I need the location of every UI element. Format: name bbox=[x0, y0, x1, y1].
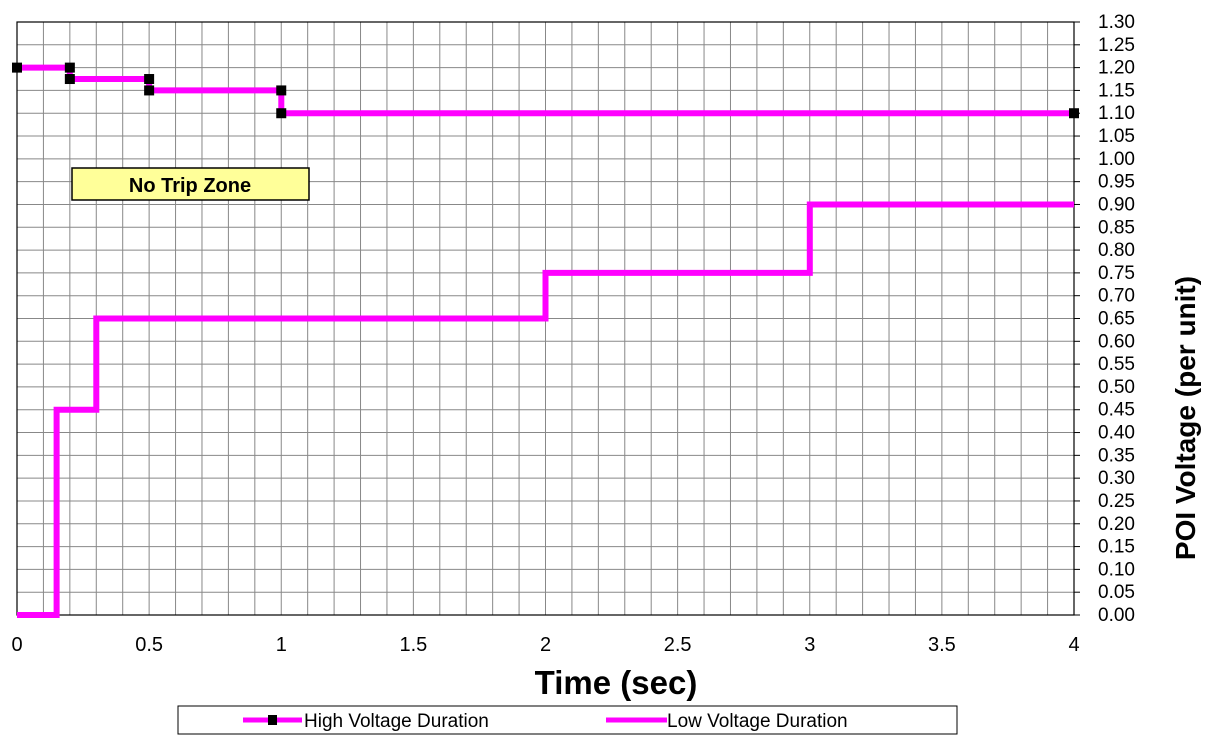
chart-series bbox=[12, 62, 1079, 618]
x-tick-label: 1 bbox=[276, 634, 287, 656]
y-tick-label: 0.60 bbox=[1098, 331, 1135, 352]
y-tick-label: 1.00 bbox=[1098, 149, 1135, 170]
annotation-label: No Trip Zone bbox=[129, 175, 251, 197]
legend-box bbox=[177, 705, 958, 735]
y-tick-label: 0.90 bbox=[1098, 194, 1135, 215]
series-line-low-voltage bbox=[17, 201, 1074, 618]
y-tick-label: 0.20 bbox=[1098, 514, 1135, 535]
y-tick-label: 1.25 bbox=[1098, 35, 1135, 56]
y-tick-label: 0.05 bbox=[1098, 582, 1135, 603]
x-tick-label: 0 bbox=[11, 634, 22, 656]
y-tick-label: 0.70 bbox=[1098, 286, 1135, 307]
y-tick-label: 0.00 bbox=[1098, 605, 1135, 626]
legend-label-low-voltage: Low Voltage Duration bbox=[667, 711, 848, 732]
y-tick-label: 1.15 bbox=[1098, 80, 1135, 101]
y-tick-label: 0.50 bbox=[1098, 377, 1135, 398]
data-point-high-voltage bbox=[276, 108, 287, 119]
y-tick-label: 0.80 bbox=[1098, 240, 1135, 261]
legend-label-high-voltage: High Voltage Duration bbox=[304, 711, 489, 732]
data-point-high-voltage bbox=[12, 62, 22, 73]
y-axis-ticks: 0.000.050.100.150.200.250.300.350.400.45… bbox=[1074, 12, 1135, 626]
x-tick-label: 3 bbox=[804, 634, 815, 656]
x-tick-label: 1.5 bbox=[399, 634, 427, 656]
y-tick-label: 0.30 bbox=[1098, 468, 1135, 489]
x-tick-label: 2.5 bbox=[664, 634, 692, 656]
no-trip-zone-annotation: No Trip Zone bbox=[71, 167, 310, 201]
y-tick-label: 0.15 bbox=[1098, 537, 1135, 558]
y-tick-label: 0.25 bbox=[1098, 491, 1135, 512]
x-axis-ticks: 0 0.5 1 1.5 2 2.5 3 3.5 4 bbox=[11, 634, 1079, 656]
y-tick-label: 0.45 bbox=[1098, 400, 1135, 421]
y-tick-label: 1.30 bbox=[1098, 12, 1135, 33]
data-point-high-voltage bbox=[144, 74, 155, 85]
y-tick-label: 1.05 bbox=[1098, 126, 1135, 147]
y-tick-label: 0.10 bbox=[1098, 559, 1135, 580]
legend: High Voltage Duration Low Voltage Durati… bbox=[177, 705, 958, 735]
x-tick-label: 4 bbox=[1068, 634, 1079, 656]
y-tick-label: 0.95 bbox=[1098, 172, 1135, 193]
y-tick-label: 1.10 bbox=[1098, 103, 1135, 124]
y-tick-label: 0.65 bbox=[1098, 309, 1135, 330]
data-point-high-voltage bbox=[276, 85, 287, 96]
annotation-box bbox=[71, 167, 310, 201]
x-axis-title: Time (sec) bbox=[535, 664, 698, 701]
data-point-high-voltage bbox=[64, 74, 75, 85]
x-tick-label: 3.5 bbox=[928, 634, 956, 656]
x-tick-label: 2 bbox=[540, 634, 551, 656]
x-tick-label: 0.5 bbox=[135, 634, 163, 656]
legend-marker-high-voltage bbox=[268, 715, 277, 725]
y-tick-label: 0.55 bbox=[1098, 354, 1135, 375]
y-tick-label: 1.20 bbox=[1098, 58, 1135, 79]
data-point-high-voltage bbox=[144, 85, 155, 96]
y-tick-label: 0.75 bbox=[1098, 263, 1135, 284]
y-tick-label: 0.85 bbox=[1098, 217, 1135, 238]
y-tick-label: 0.40 bbox=[1098, 423, 1135, 444]
data-point-high-voltage bbox=[64, 62, 75, 73]
y-tick-label: 0.35 bbox=[1098, 445, 1135, 466]
y-axis-title: POI Voltage (per unit) bbox=[1170, 276, 1201, 560]
